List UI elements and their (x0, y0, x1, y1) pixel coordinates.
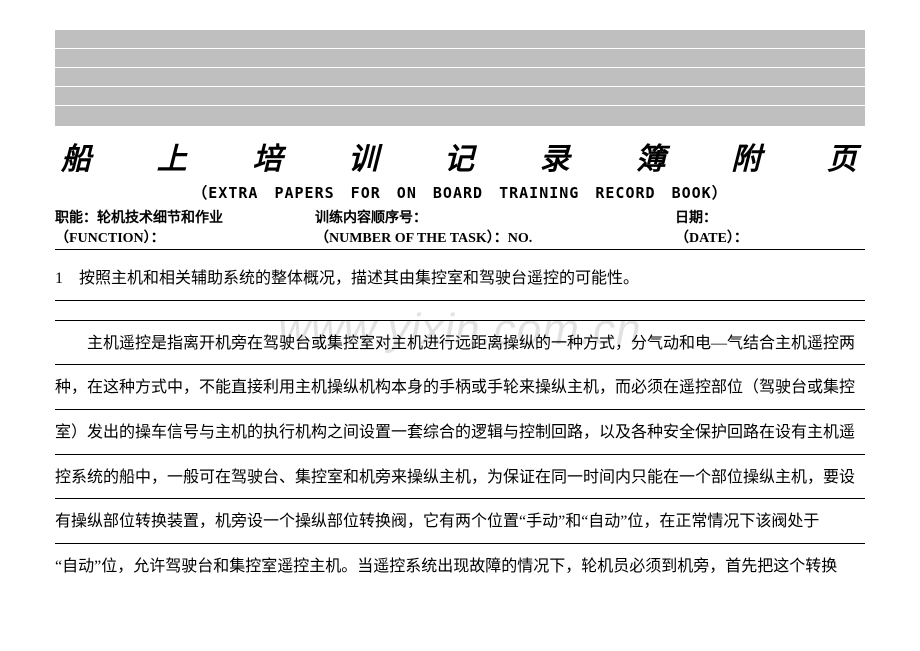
paragraph-line: 种，在这种方式中，不能直接利用主机操纵机构本身的手柄或手轮来操纵主机，而必须在遥… (55, 365, 865, 410)
title-char: 训 (348, 134, 380, 178)
question-line: 1 按照主机和相关辅助系统的整体概况，描述其由集控室和驾驶台遥控的可能性。 (55, 256, 865, 301)
title-english: （EXTRA PAPERS FOR ON BOARD TRAINING RECO… (55, 182, 865, 203)
paragraph-line: “自动”位，允许驾驶台和集控室遥控主机。当遥控系统出现故障的情况下，轮机员必须到… (55, 544, 865, 588)
title-char: 上 (157, 134, 189, 178)
task-label-cn: 训练内容顺序号： (315, 211, 427, 226)
title-char: 培 (253, 134, 285, 178)
function-value: 轮机技术细节和作业 (97, 211, 223, 226)
question-text: 按照主机和相关辅助系统的整体概况，描述其由集控室和驾驶台遥控的可能性。 (79, 258, 639, 300)
question-number: 1 (55, 258, 79, 300)
meta-row-cn: 职能：轮机技术细节和作业 训练内容顺序号： 日期： (55, 209, 865, 229)
paragraph-text: 控系统的船中，一般可在驾驶台、集控室和机旁来操纵主机，为保证在同一时间内只能在一… (55, 457, 855, 499)
body-area: 1 按照主机和相关辅助系统的整体概况，描述其由集控室和驾驶台遥控的可能性。 主机… (55, 256, 865, 587)
paragraph-line: 主机遥控是指离开机旁在驾驶台或集控室对主机进行远距离操纵的一种方式，分气动和电—… (55, 321, 865, 366)
paragraph-text: 室）发出的操车信号与主机的执行机构之间设置一套综合的逻辑与控制回路，以及各种安全… (55, 412, 855, 454)
grey-block-rule (55, 86, 865, 87)
paragraph-line: 有操纵部位转换装置，机旁设一个操纵部位转换阀，它有两个位置“手动”和“自动”位，… (55, 499, 865, 544)
grey-block-rule (55, 105, 865, 106)
date-label-en: （DATE）： (675, 231, 748, 246)
grey-block-rule (55, 67, 865, 68)
title-char: 页 (827, 134, 859, 178)
function-label-cn: 职能： (55, 211, 97, 226)
paragraph-text: “自动”位，允许驾驶台和集控室遥控主机。当遥控系统出现故障的情况下，轮机员必须到… (55, 546, 837, 588)
function-label-en: （FUNCTION）： (55, 231, 165, 246)
paragraph-line: 控系统的船中，一般可在驾驶台、集控室和机旁来操纵主机，为保证在同一时间内只能在一… (55, 455, 865, 500)
meta-underline (55, 249, 865, 250)
paragraph-text: 主机遥控是指离开机旁在驾驶台或集控室对主机进行远距离操纵的一种方式，分气动和电—… (55, 323, 855, 365)
title-char: 录 (540, 134, 572, 178)
date-label-cn: 日期： (675, 211, 717, 226)
title-chinese: 船 上 培 训 记 录 簿 附 页 (55, 134, 865, 180)
header-grey-block (55, 30, 865, 126)
title-char: 簿 (636, 134, 668, 178)
paragraph-text: 种，在这种方式中，不能直接利用主机操纵机构本身的手柄或手轮来操纵主机，而必须在遥… (55, 367, 855, 409)
paragraph-line: 室）发出的操车信号与主机的执行机构之间设置一套综合的逻辑与控制回路，以及各种安全… (55, 410, 865, 455)
blank-ruled-line (55, 301, 865, 321)
document-page: 船 上 培 训 记 录 簿 附 页 （EXTRA PAPERS FOR ON B… (0, 0, 920, 587)
title-char: 附 (731, 134, 763, 178)
grey-block-rule (55, 48, 865, 49)
paragraph-text: 有操纵部位转换装置，机旁设一个操纵部位转换阀，它有两个位置“手动”和“自动”位，… (55, 501, 819, 543)
title-char: 船 (61, 134, 93, 178)
title-char: 记 (444, 134, 476, 178)
meta-row-en: （FUNCTION）： （NUMBER OF THE TASK）：NO. （DA… (55, 229, 865, 249)
task-label-en: （NUMBER OF THE TASK）：NO. (315, 231, 532, 246)
